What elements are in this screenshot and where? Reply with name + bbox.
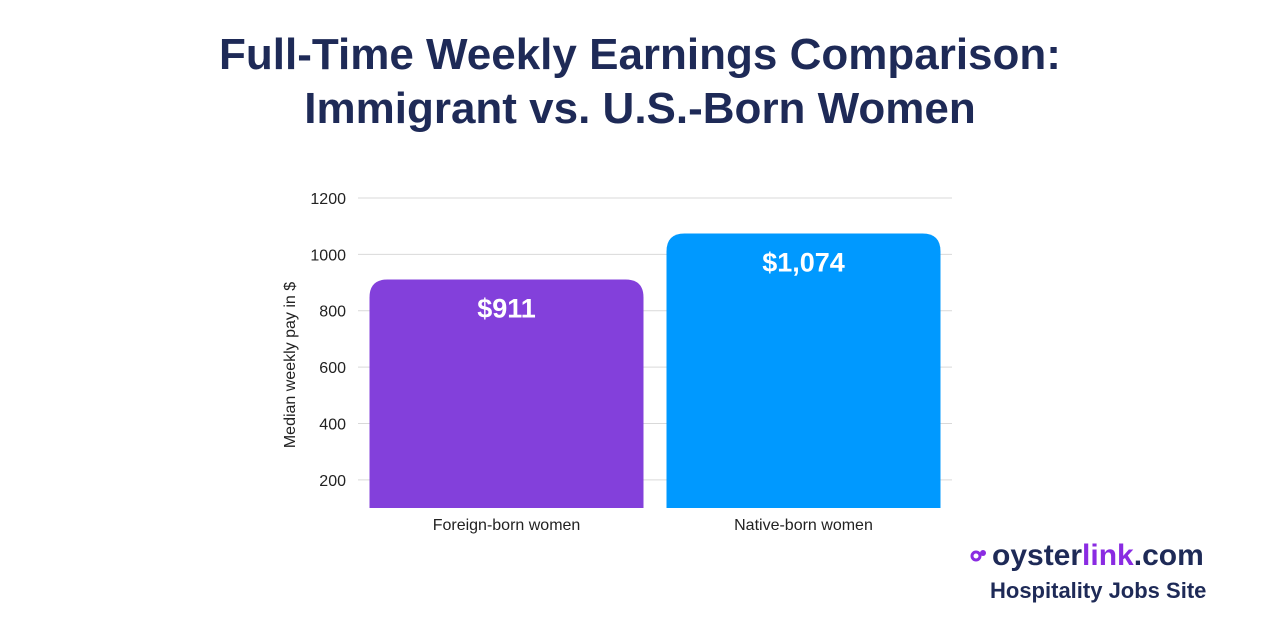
brand-name-oyster: oyster — [992, 539, 1083, 572]
chart-title-line-1: Full-Time Weekly Earnings Comparison: — [219, 30, 1061, 79]
y-axis-label: Median weekly pay in $ — [282, 282, 299, 448]
bar — [666, 233, 941, 508]
brand-name-link: link — [1082, 539, 1134, 572]
brand-logo: oyster link .com Hospitality Jobs Site — [970, 538, 1230, 604]
x-tick-label: Foreign-born women — [433, 517, 581, 534]
brand-tagline: Hospitality Jobs Site — [990, 578, 1207, 603]
y-tick-label: 200 — [319, 473, 346, 490]
y-tick-label: 1200 — [310, 191, 346, 208]
y-tick-label: 800 — [319, 304, 346, 321]
bar — [369, 279, 644, 508]
y-tick-label: 400 — [319, 416, 346, 433]
y-tick-label: 1000 — [310, 247, 346, 264]
brand-wordmark: oyster link .com — [970, 538, 1230, 574]
chart-title: Full-Time Weekly Earnings Comparison: Im… — [0, 28, 1280, 136]
x-tick-label: Native-born women — [734, 517, 873, 534]
brand-name-dotcom: .com — [1133, 539, 1204, 572]
bar-data-label: $911 — [477, 293, 536, 323]
chart-title-line-2: Immigrant vs. U.S.-Born Women — [304, 84, 976, 133]
bar-data-label: $1,074 — [762, 248, 845, 278]
y-tick-label: 600 — [319, 360, 346, 377]
oyster-logo-icon — [970, 550, 986, 562]
